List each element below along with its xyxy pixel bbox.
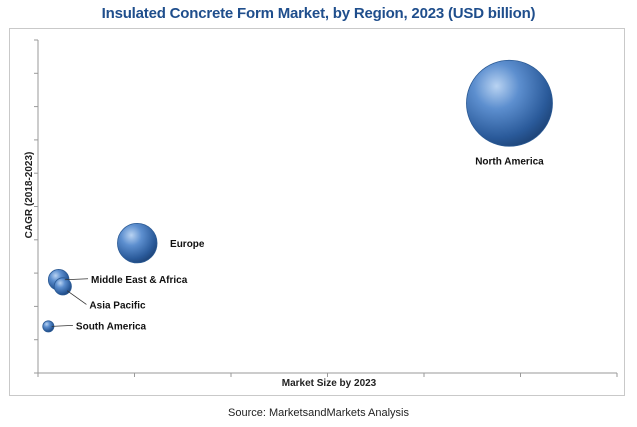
- leader-line-asia-pacific: [66, 290, 87, 305]
- bubble-label-asia-pacific: Asia Pacific: [89, 300, 146, 311]
- bubble-label-europe: Europe: [170, 239, 205, 250]
- bubbles: [42, 59, 553, 333]
- chart-title: Insulated Concrete Form Market, by Regio…: [101, 5, 536, 22]
- leader-line-south-america: [51, 324, 73, 327]
- chart-frame: [9, 28, 625, 396]
- y-axis-label: CAGR (2018-2023): [24, 152, 35, 239]
- bubble-label-north-america: North America: [475, 156, 544, 167]
- bubble-europe: [117, 222, 158, 264]
- source-note: Source: MarketsandMarkets Analysis: [228, 407, 409, 419]
- bubble-label-middle-east-africa: Middle East & Africa: [91, 275, 188, 286]
- leader-line-middle-east-africa: [64, 278, 89, 281]
- bubble-labels: North America Europe Middle East & Africa A…: [51, 156, 544, 332]
- x-axis-label: Market Size by 2023: [282, 378, 377, 389]
- bubble-chart: North America Europe Middle East & Africa A…: [24, 39, 618, 389]
- axes: [34, 39, 618, 377]
- bubble-north-america: [466, 59, 553, 147]
- bubble-label-south-america: South America: [76, 321, 147, 332]
- bubble-asia-pacific: [53, 277, 72, 296]
